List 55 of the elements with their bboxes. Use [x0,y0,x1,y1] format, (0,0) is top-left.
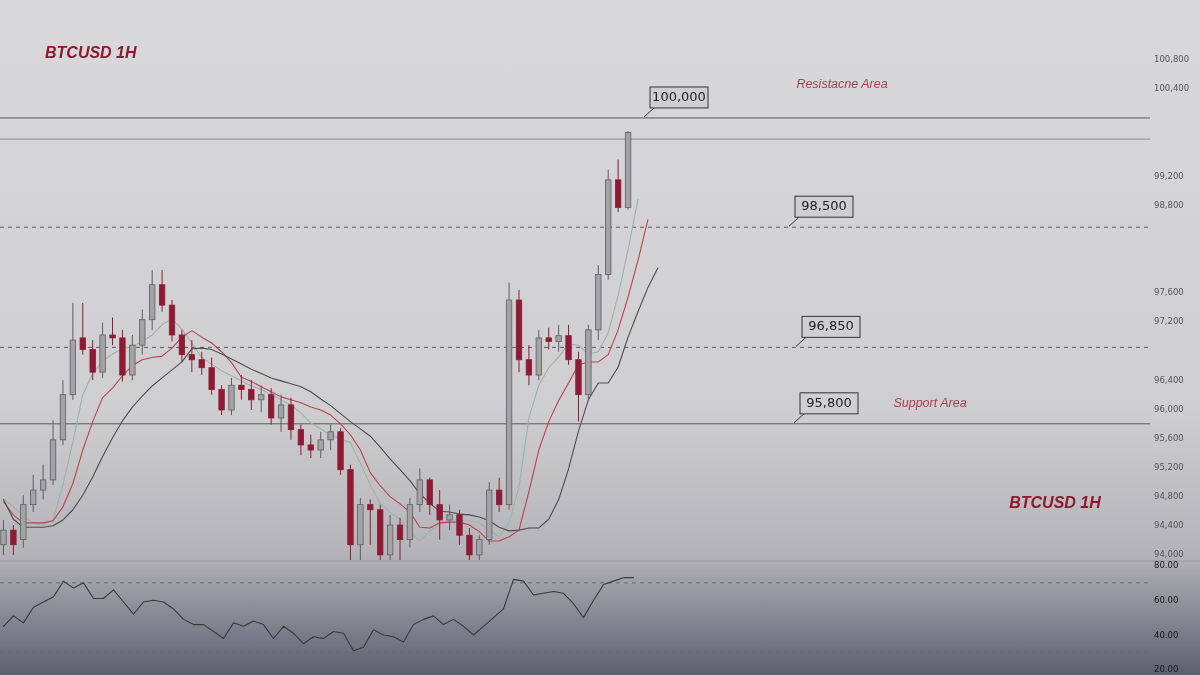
y-tick-label: 97,600 [1154,287,1184,298]
y-tick-label: 20.00 [1154,664,1179,675]
candlestick [525,344,533,386]
y-tick-label: 94,800 [1154,491,1184,502]
y-tick-label: 100,800 [1154,54,1190,65]
annotation: Resistacne Area [796,77,888,91]
candlestick [89,339,96,381]
candlestick [109,317,116,346]
y-tick-label: 98,800 [1154,199,1184,210]
y-tick-label: 94,000 [1154,549,1184,560]
candlestick [446,504,453,531]
candlestick [545,327,552,351]
candlestick [40,464,47,501]
candlestick [456,509,463,546]
ref-line-label: 95,800 [806,394,852,410]
candlestick [466,527,473,561]
candlestick [208,357,215,396]
y-tick-label: 100,400 [1154,83,1190,94]
y-tick-label: 95,600 [1154,432,1184,443]
y-tick-label: 80.00 [1154,559,1179,570]
ref-line-label: 98,500 [801,198,847,214]
candlestick [307,434,314,459]
candlestick [496,477,503,513]
y-tick-label: 99,200 [1154,170,1184,181]
candlestick [30,474,37,513]
candlestick [268,387,275,426]
candlestick [297,424,305,456]
annotation: Support Area [893,396,967,410]
y-tick-label: 96,400 [1154,374,1184,385]
candlestick [158,269,166,313]
candlestick [188,339,195,373]
ref-line-label: 100,000 [652,88,706,104]
candlestick [248,379,255,411]
candlestick [218,384,225,416]
y-tick-label: 60.00 [1154,594,1179,605]
candlestick [317,431,324,459]
line-series [2,577,635,652]
candlestick [367,499,374,546]
annotation: BTCUSD 1H [1009,494,1102,511]
text: BTCUSD 1H [45,44,138,61]
candlestick [436,489,443,541]
candlestick [0,519,7,556]
y-tick-label: 97,200 [1154,316,1184,327]
candlestick [396,517,404,561]
y-tick-label: 40.00 [1154,629,1179,640]
y-tick-label: 94,400 [1154,520,1184,531]
candlestick [178,329,186,363]
ref-line-label: 96,850 [808,318,854,334]
candlestick [258,384,265,413]
y-tick-label: 95,200 [1154,462,1184,473]
y-tick-label: 96,000 [1154,403,1184,414]
candlestick [238,374,245,401]
candlestick [79,302,86,356]
candlestick [198,351,205,376]
candlestick [10,524,17,556]
